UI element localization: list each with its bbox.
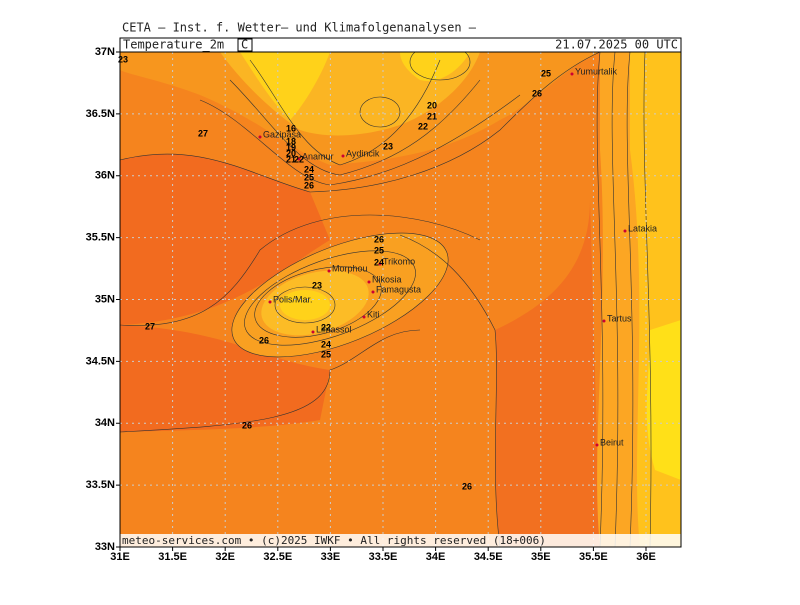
y-tick-label: 34N — [95, 417, 115, 429]
contour-label: 25 — [321, 349, 331, 359]
city-marker — [595, 443, 599, 447]
y-tick-label: 33.5N — [86, 479, 115, 491]
contour-label: 23 — [312, 280, 322, 290]
contour-label: 23 — [383, 141, 393, 151]
contour-label: 22 — [418, 121, 428, 131]
contour-label: 26 — [532, 88, 542, 98]
x-tick-label: 35E — [531, 551, 551, 563]
panel-title: Temperature_2m — [123, 38, 224, 52]
y-tick-label: 35N — [95, 293, 115, 305]
contour-label: 19 — [286, 142, 296, 152]
x-tick-label: 34E — [426, 551, 446, 563]
y-tick-label: 36.5N — [86, 108, 115, 120]
city-label: Latakia — [628, 223, 657, 233]
contour-label: 20 — [427, 100, 437, 110]
city-label: Nikosia — [372, 274, 402, 284]
contour-label: 25 — [374, 245, 384, 255]
city-label: Kiti — [367, 309, 380, 319]
contour-label: 26 — [374, 234, 384, 244]
x-tick-label: 31E — [110, 551, 130, 563]
city-label: Gazipasa — [263, 129, 301, 139]
x-tick-label: 33E — [321, 551, 341, 563]
city-label: Trikomo — [383, 256, 415, 266]
city-marker — [602, 319, 606, 323]
y-tick-label: 35.5N — [86, 232, 115, 244]
contour-label: 21 — [427, 111, 437, 121]
city-marker — [297, 157, 301, 161]
x-tick-label: 35.5E — [579, 551, 608, 563]
city-marker — [362, 315, 366, 319]
contour-label: 16 — [286, 123, 296, 133]
y-tick-label: 33N — [95, 541, 115, 553]
city-label: Famagusta — [376, 284, 421, 294]
header: CETA — Inst. f. Wetter— und Klimafolgena… — [122, 21, 477, 35]
city-marker — [341, 154, 345, 158]
city-marker — [258, 135, 262, 139]
x-tick-label: 32.5E — [263, 551, 292, 563]
contour-label: 25 — [541, 68, 551, 78]
city-marker — [371, 290, 375, 294]
graticule — [120, 52, 681, 547]
contour-label: 18 — [286, 136, 296, 146]
footer: meteo-services.com • (c)2025 IWKF • All … — [122, 534, 546, 547]
city-marker — [268, 300, 272, 304]
city-label: Limassol — [316, 324, 352, 334]
city-marker — [367, 280, 371, 284]
y-tick-label: 36N — [95, 170, 115, 182]
footer-bar — [120, 534, 681, 547]
contour-label: 24 — [374, 257, 384, 267]
contour-label: 27 — [198, 128, 208, 138]
panel-unit: C — [241, 38, 248, 52]
city-label: Anamur — [302, 151, 334, 161]
contour-label: 26 — [304, 180, 314, 190]
contour-label: 26 — [259, 335, 269, 345]
city-label: Tartus — [607, 313, 632, 323]
city-label: Yumurtalik — [575, 66, 618, 76]
contour-label: 26 — [462, 481, 472, 491]
contour-label: 27 — [145, 321, 155, 331]
contour-label: 20 — [286, 148, 296, 158]
y-tick-label: 34.5N — [86, 355, 115, 367]
unit-box — [237, 38, 253, 52]
city-label: Polis/Mar. — [273, 294, 313, 304]
panel-date: 21.07.2025 00 UTC — [555, 38, 678, 52]
city-label: Morphou — [332, 263, 368, 273]
contour-label: 23 — [118, 54, 128, 64]
city-marker — [570, 72, 574, 76]
city-marker — [311, 330, 315, 334]
contour-label: 25 — [304, 172, 314, 182]
city-marker — [327, 269, 331, 273]
contour-label: 21 — [286, 154, 296, 164]
contour-label: 26 — [242, 420, 252, 430]
city-label: Aydincik — [346, 148, 380, 158]
x-tick-label: 32E — [215, 551, 235, 563]
x-tick-label: 31.5E — [158, 551, 187, 563]
x-tick-label: 33.5E — [369, 551, 398, 563]
x-tick-label: 36E — [636, 551, 656, 563]
contour-label: 24 — [304, 164, 314, 174]
y-tick-label: 37N — [95, 46, 115, 58]
contour-label: 22 — [294, 154, 304, 164]
city-label: Beirut — [600, 437, 624, 447]
city-marker — [623, 229, 627, 233]
contour-label: 22 — [321, 322, 331, 332]
contour-label: 24 — [321, 339, 331, 349]
city-marker — [378, 262, 382, 266]
x-tick-label: 34.5E — [474, 551, 503, 563]
temperature-field — [120, 52, 681, 547]
